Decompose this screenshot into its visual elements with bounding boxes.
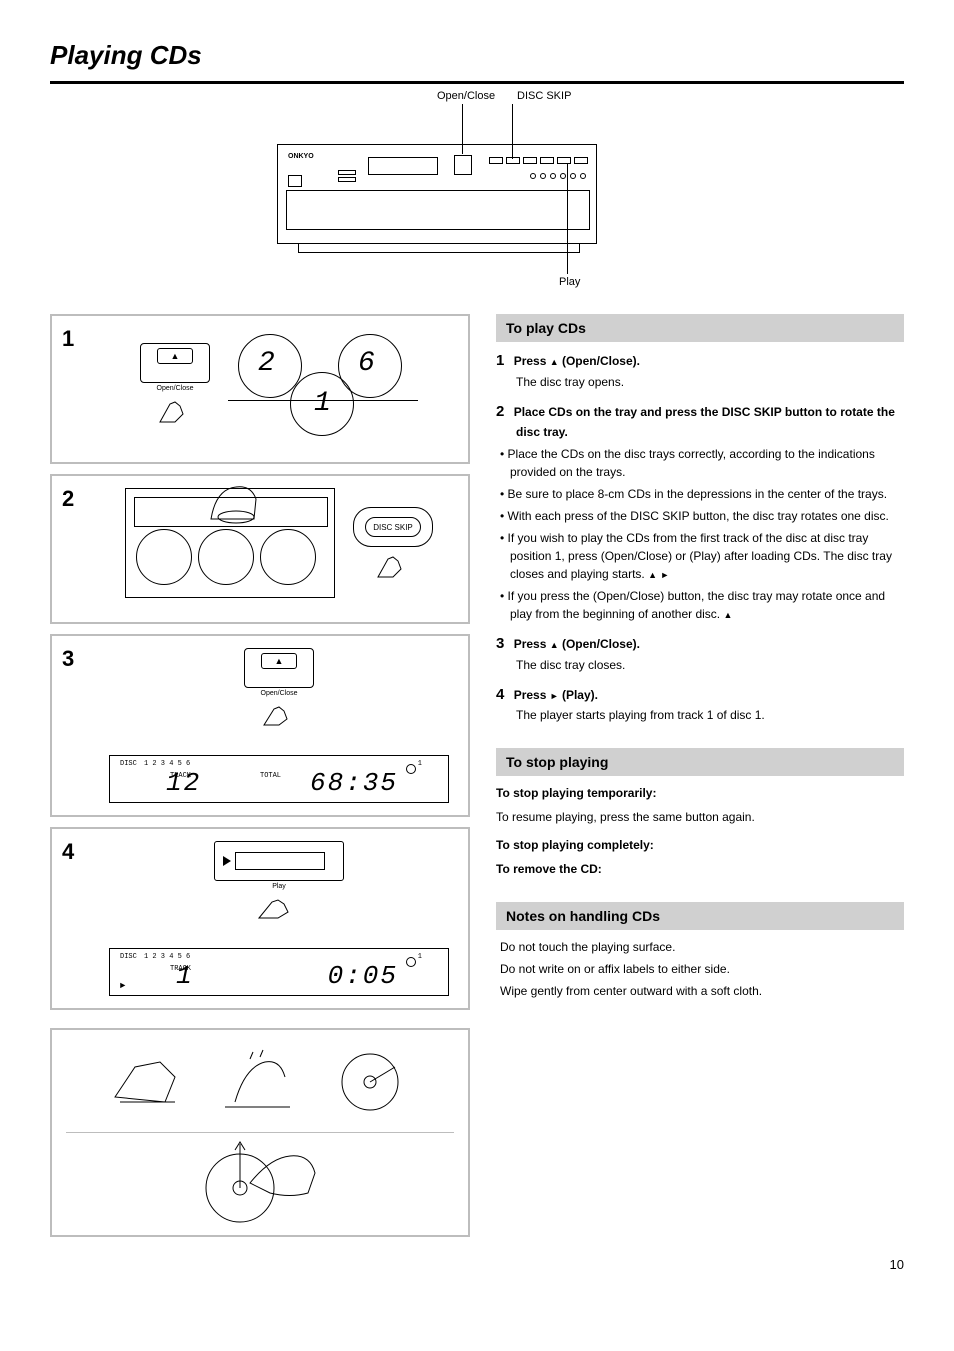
section-heading-notes: Notes on handling CDs: [496, 902, 904, 930]
device-diagram: ONKYO Open/Close DISC SKIP Play: [50, 104, 904, 284]
eject-btn-label: Open/Close: [157, 385, 194, 392]
step-3: 3 Open/Close DISC 1 2 3 4 5 6 TRACK 12 T…: [50, 634, 470, 817]
lcd-disc-row-label: DISC: [120, 760, 137, 768]
callout-play: Play: [559, 276, 580, 289]
eject-icon: [723, 607, 732, 621]
device-small-btn: [338, 170, 356, 175]
device-small-btn: [288, 175, 302, 187]
lcd-time: 0:05: [328, 961, 398, 991]
device-btn-row: [489, 157, 588, 164]
lcd-total-label: TOTAL: [260, 772, 281, 780]
disc-skip-label: DISC SKIP: [365, 517, 421, 537]
step-2: 2 DISC SKIP: [50, 474, 470, 624]
lcd-track-value: 1: [176, 961, 194, 991]
lcd-display: DISC 1 2 3 4 5 6 ► TRACK 1 0:05 1: [109, 948, 449, 996]
callout-skip: DISC SKIP: [517, 90, 571, 103]
play-button-diagram[interactable]: [214, 841, 344, 881]
leader-line: [567, 164, 568, 274]
bullet-item: • If you wish to play the CDs from the f…: [510, 529, 904, 583]
step-number: 2: [62, 486, 74, 512]
callout-eject: Open/Close: [437, 90, 495, 103]
step-1: 1 Open/Close 2 6 1: [50, 314, 470, 464]
lcd-dot-label: 1: [418, 760, 422, 768]
section-heading-play: To play CDs: [496, 314, 904, 342]
title-rule: [50, 81, 904, 84]
hand-loading-icon: [206, 479, 266, 529]
page-number: 10: [50, 1257, 904, 1272]
step-number: 3: [62, 646, 74, 672]
step-body-text: The disc tray opens.: [516, 373, 904, 391]
eject-btn-label: Open/Close: [261, 690, 298, 697]
step-body-text: The player starts playing from track 1 o…: [516, 706, 904, 724]
step-number: 1: [62, 326, 74, 352]
eject-icon: [275, 656, 284, 666]
bullet-item: • With each press of the DISC SKIP butto…: [510, 507, 904, 525]
device-display-outline: [368, 157, 438, 175]
note-ill-4: [190, 1143, 330, 1223]
lcd-disc-indicator: 1 2 3 4 5 6: [144, 953, 190, 961]
lcd-track-value: 12: [166, 768, 201, 798]
section-heading-stop: To stop playing: [496, 748, 904, 776]
eject-icon: [171, 351, 180, 361]
lcd-disc-indicator: 1 2 3 4 5 6: [144, 760, 190, 768]
play-icon: [550, 688, 559, 702]
instruction-step-3: 3 Press (Open/Close). The disc tray clos…: [496, 633, 904, 674]
device-dot-row: [530, 173, 586, 179]
instruction-column: To play CDs 1 Press (Open/Close). The di…: [496, 314, 904, 1237]
disc-number: 6: [358, 348, 375, 379]
brand-label: ONKYO: [288, 153, 314, 160]
steps-column: 1 Open/Close 2 6 1: [50, 314, 470, 1237]
bullet-item: • Place the CDs on the disc trays correc…: [510, 445, 904, 481]
play-icon: [660, 567, 669, 581]
cd-player-diagram: [125, 488, 335, 598]
step-4: 4 Play DISC 1 2 3 4 5 6 ► TRACK 1 0:0: [50, 827, 470, 1010]
play-icon: [223, 856, 231, 866]
eject-icon: [550, 637, 559, 651]
device-small-btn: [338, 177, 356, 182]
lcd-dot-indicator: [406, 957, 416, 967]
eject-button-diagram[interactable]: [140, 343, 210, 383]
note-ill-3: [325, 1042, 415, 1122]
lcd-disc-row-label: DISC: [120, 953, 137, 961]
note-ill-1: [105, 1042, 195, 1122]
finger-icon: [259, 699, 299, 727]
notes-lines: Do not touch the playing surface. Do not…: [496, 938, 904, 1000]
stop-lines: To stop playing temporarily: To resume p…: [496, 784, 904, 878]
eject-button-diagram[interactable]: [244, 648, 314, 688]
device-tray-outline: [286, 190, 590, 230]
instruction-step-2: 2 Place CDs on the tray and press the DI…: [496, 401, 904, 624]
finger-icon: [254, 892, 304, 920]
instruction-step-1: 1 Press (Open/Close). The disc tray open…: [496, 350, 904, 391]
device-eject-btn: [454, 155, 472, 175]
finger-icon: [373, 549, 413, 579]
leader-line: [512, 104, 513, 159]
leader-line: [462, 104, 463, 154]
finger-icon: [155, 394, 195, 424]
disc-number: 2: [258, 348, 275, 379]
lcd-display: DISC 1 2 3 4 5 6 TRACK 12 TOTAL 68:35 1: [109, 755, 449, 803]
eject-icon: [550, 354, 559, 368]
tray-display: 2 6 1: [228, 328, 418, 438]
note-ill-2: [215, 1042, 305, 1122]
step-number: 4: [62, 839, 74, 865]
bullet-item: • If you press the (Open/Close) button, …: [510, 587, 904, 623]
play-btn-label: Play: [272, 883, 286, 890]
disc-number: 1: [314, 388, 331, 419]
instruction-step-4: 4 Press (Play). The player starts playin…: [496, 684, 904, 725]
eject-icon: [648, 567, 657, 581]
notes-illustration-box: [50, 1028, 470, 1237]
lcd-play-indicator: ►: [120, 981, 125, 991]
lcd-time: 68:35: [310, 768, 398, 798]
bullet-item: • Be sure to place 8-cm CDs in the depre…: [510, 485, 904, 503]
step-body-text: The disc tray closes.: [516, 656, 904, 674]
page-title: Playing CDs: [50, 40, 904, 71]
disc-skip-button[interactable]: DISC SKIP: [353, 507, 433, 547]
lcd-dot-label: 1: [418, 953, 422, 961]
lcd-dot-indicator: [406, 764, 416, 774]
